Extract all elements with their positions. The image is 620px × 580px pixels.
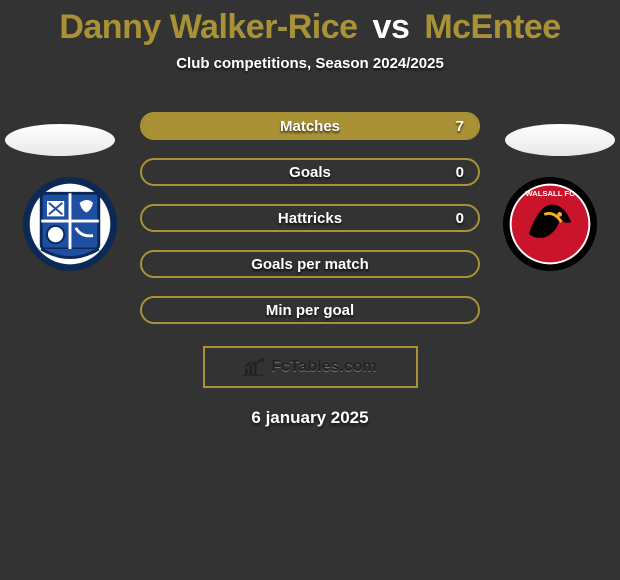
stat-row-value: 7 (456, 118, 464, 135)
date-text: 6 january 2025 (0, 408, 620, 428)
stat-row-value: 0 (456, 210, 464, 227)
stat-row-label: Goals (289, 164, 331, 181)
stat-row: Matches 7 (140, 112, 480, 140)
player2-name: McEntee (424, 8, 560, 46)
brand-box: FcTables.com (203, 346, 418, 388)
subtitle: Club competitions, Season 2024/2025 (0, 55, 620, 72)
svg-text:WALSALL FC: WALSALL FC (525, 189, 575, 198)
stat-row: Hattricks 0 (140, 204, 480, 232)
stat-row: Goals per match (140, 250, 480, 278)
comparison-title: Danny Walker-Rice vs McEntee (0, 0, 620, 47)
stat-row: Goals 0 (140, 158, 480, 186)
right-club-crest: WALSALL FC (502, 176, 598, 272)
player1-name: Danny Walker-Rice (59, 8, 357, 46)
chart-icon (243, 358, 265, 376)
left-club-crest (22, 176, 118, 272)
stat-row-label: Min per goal (266, 302, 354, 319)
stat-row-value: 0 (456, 164, 464, 181)
stat-row-label: Hattricks (278, 210, 342, 227)
right-name-ellipse (505, 124, 615, 156)
vs-text: vs (373, 8, 410, 46)
brand-text: FcTables.com (271, 358, 377, 376)
stat-row-label: Goals per match (251, 256, 369, 273)
stat-row-label: Matches (280, 118, 340, 135)
left-name-ellipse (5, 124, 115, 156)
stat-row: Min per goal (140, 296, 480, 324)
